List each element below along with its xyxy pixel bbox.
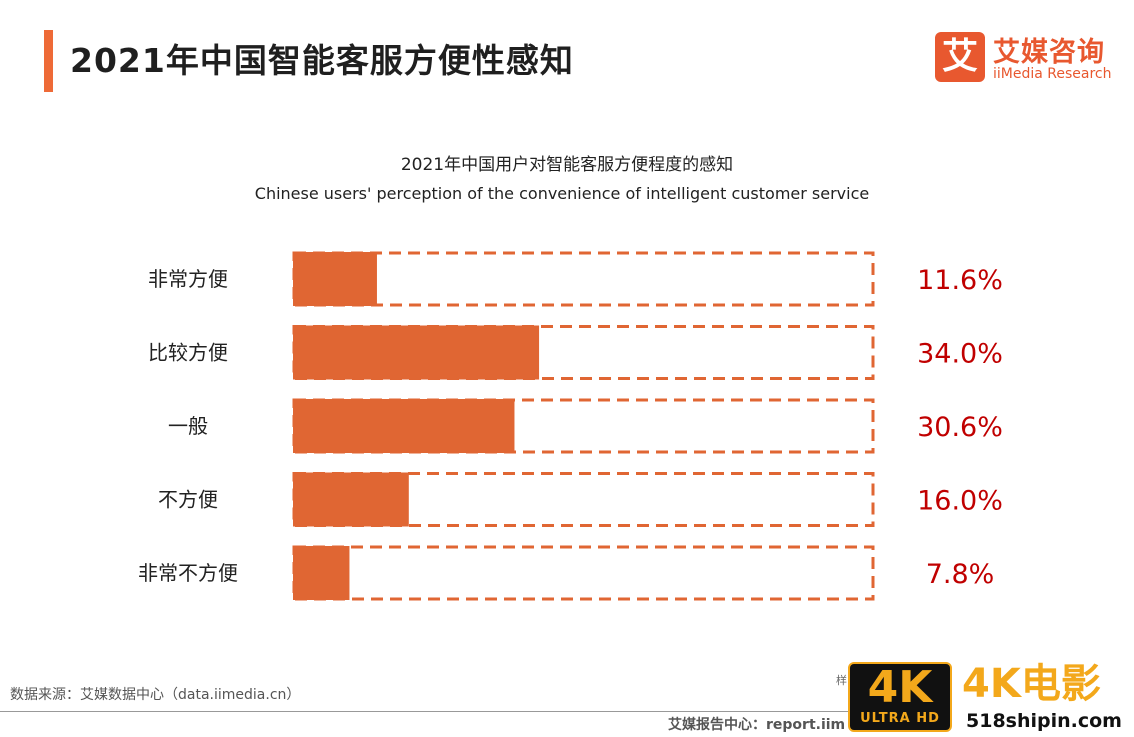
footer-report-center: 艾媒报告中心：report.iim — [668, 717, 846, 733]
bar-track — [292, 545, 875, 601]
bar — [293, 325, 540, 380]
sample-mark: 样 — [836, 674, 847, 687]
watermark-badge-main: 4K — [867, 662, 933, 713]
data-label: 7.8% — [926, 559, 995, 590]
watermark-badge: 4K ULTRA HD — [848, 662, 952, 732]
bar — [293, 252, 377, 306]
watermark-title: 4K电影 — [962, 661, 1101, 707]
footer-divider — [0, 711, 880, 712]
category-label: 比较方便 — [148, 341, 228, 365]
page-title: 2021年中国智能客服方便性感知 — [70, 41, 574, 80]
logo-mark-icon: 艾 — [935, 32, 985, 82]
chart-subtitle: Chinese users' perception of the conveni… — [254, 184, 870, 203]
bar — [293, 546, 350, 600]
bar — [293, 472, 409, 527]
title-accent-bar — [44, 30, 53, 92]
chart-title: 2021年中国用户对智能客服方便程度的感知 — [400, 155, 734, 175]
data-label: 34.0% — [917, 339, 1003, 370]
data-label: 16.0% — [917, 486, 1003, 517]
logo-name-cn: 艾媒咨询 — [993, 37, 1105, 68]
watermark: 4K ULTRA HD 4K电影 518shipin.com — [848, 662, 1128, 734]
category-label: 一般 — [168, 414, 208, 438]
data-source: 数据来源：艾媒数据中心（data.iimedia.cn） — [10, 687, 301, 703]
watermark-badge-sub: ULTRA HD — [860, 711, 940, 726]
category-label: 非常不方便 — [138, 561, 238, 585]
brand-logo: 艾 艾媒咨询 iiMedia Research — [935, 30, 1115, 86]
bar — [293, 399, 515, 453]
logo-name-en: iiMedia Research — [993, 66, 1112, 82]
category-label: 非常方便 — [148, 267, 228, 291]
category-label: 不方便 — [158, 488, 218, 512]
data-label: 11.6% — [917, 265, 1003, 296]
bar-track — [292, 251, 875, 307]
watermark-url: 518shipin.com — [966, 710, 1122, 732]
data-label: 30.6% — [917, 412, 1003, 443]
